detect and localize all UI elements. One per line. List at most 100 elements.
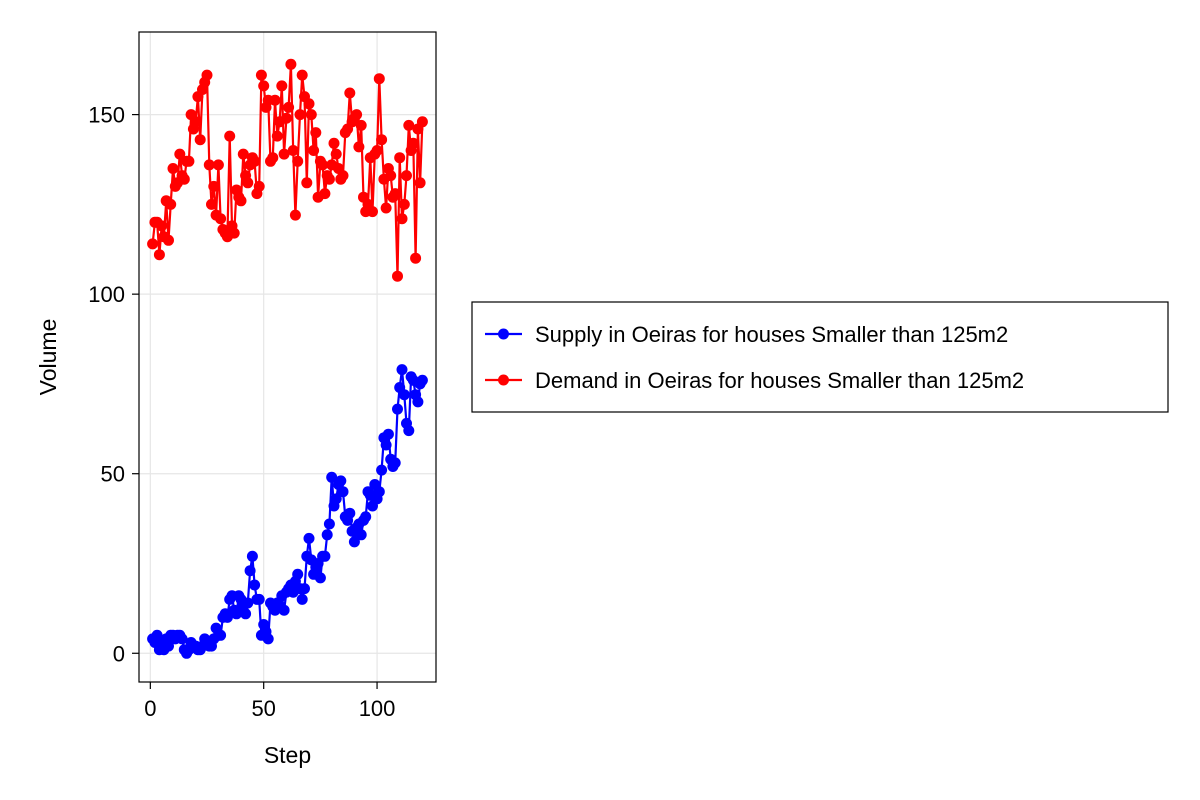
data-point	[194, 134, 206, 146]
data-point	[348, 536, 360, 548]
data-point	[242, 597, 254, 609]
data-point	[156, 220, 168, 232]
data-point	[178, 173, 190, 185]
series-layer	[147, 58, 428, 659]
data-point	[380, 439, 392, 451]
data-point	[292, 568, 304, 580]
data-point	[237, 148, 249, 160]
data-point	[249, 155, 261, 167]
data-point	[355, 529, 367, 541]
legend: Supply in Oeiras for houses Smaller than…	[471, 301, 1169, 413]
data-point	[376, 134, 388, 146]
data-point	[215, 213, 227, 225]
data-point	[416, 374, 428, 386]
data-point	[403, 425, 415, 437]
data-point	[323, 518, 335, 530]
data-point	[240, 608, 252, 620]
data-point	[228, 227, 240, 239]
legend-box	[471, 301, 1169, 413]
series-supply	[147, 364, 428, 659]
data-point	[299, 583, 310, 595]
data-point	[308, 145, 320, 156]
data-point	[396, 364, 408, 376]
data-point	[355, 119, 367, 131]
data-point	[317, 159, 329, 171]
x-tick-label: 100	[359, 696, 396, 721]
data-point	[321, 529, 333, 541]
data-point	[337, 170, 349, 182]
legend-marker-swatch	[498, 328, 509, 340]
data-point	[414, 177, 426, 189]
data-point	[174, 148, 186, 160]
data-point	[328, 137, 340, 149]
data-point	[163, 640, 174, 652]
data-point	[303, 532, 315, 544]
data-point	[287, 145, 299, 156]
data-point	[330, 493, 342, 505]
data-point	[351, 109, 363, 121]
y-axis-label: Volume	[35, 319, 61, 396]
plot-frame	[138, 31, 437, 683]
data-point	[201, 69, 213, 81]
ticks: 0 50 100 0 50 100 150	[88, 103, 395, 721]
data-point	[253, 593, 265, 605]
data-point	[292, 155, 304, 167]
data-point	[258, 80, 270, 92]
data-point	[163, 234, 174, 246]
data-point	[396, 213, 408, 225]
data-point	[278, 604, 290, 616]
data-point	[289, 209, 301, 221]
data-point	[183, 155, 195, 167]
data-point	[360, 511, 372, 523]
data-point	[398, 389, 410, 401]
data-point	[231, 608, 242, 620]
data-point	[212, 159, 224, 171]
data-point	[215, 629, 227, 641]
data-point	[294, 109, 306, 121]
data-point	[147, 238, 159, 250]
data-point	[269, 94, 281, 106]
data-point	[326, 471, 338, 483]
data-point	[221, 611, 233, 623]
data-point	[206, 198, 217, 210]
data-point	[303, 98, 315, 110]
data-point	[224, 130, 236, 142]
data-point	[412, 396, 424, 408]
data-point	[253, 180, 265, 192]
data-point	[267, 152, 279, 164]
data-point	[335, 475, 347, 487]
data-point	[167, 163, 179, 174]
legend-entry: Demand in Oeiras for houses Smaller than…	[485, 368, 1024, 393]
x-axis-label: Step	[264, 742, 311, 768]
data-point	[389, 188, 401, 200]
x-tick-label: 0	[144, 696, 156, 721]
legend-marker-swatch	[498, 374, 509, 386]
data-point	[319, 188, 331, 200]
data-point	[235, 195, 247, 207]
data-point	[330, 148, 342, 160]
data-point	[203, 159, 215, 171]
x-tick-label: 50	[251, 696, 275, 721]
data-point	[242, 177, 254, 189]
legend-entry: Supply in Oeiras for houses Smaller than…	[485, 322, 1008, 347]
data-point	[398, 198, 410, 210]
data-point	[337, 486, 349, 498]
data-point	[319, 550, 331, 562]
data-point	[376, 464, 388, 476]
data-point	[296, 69, 308, 81]
data-point	[407, 137, 419, 149]
data-point	[278, 148, 290, 160]
data-point	[249, 579, 261, 591]
data-point	[314, 572, 326, 584]
data-point	[255, 69, 267, 81]
data-point	[394, 152, 406, 164]
data-point	[165, 198, 177, 210]
data-point	[323, 173, 335, 185]
data-point	[244, 565, 256, 577]
data-point	[305, 109, 317, 121]
data-point	[262, 633, 274, 645]
data-point	[403, 119, 415, 131]
data-point	[385, 170, 397, 182]
data-point	[373, 486, 385, 498]
data-point	[371, 145, 383, 156]
